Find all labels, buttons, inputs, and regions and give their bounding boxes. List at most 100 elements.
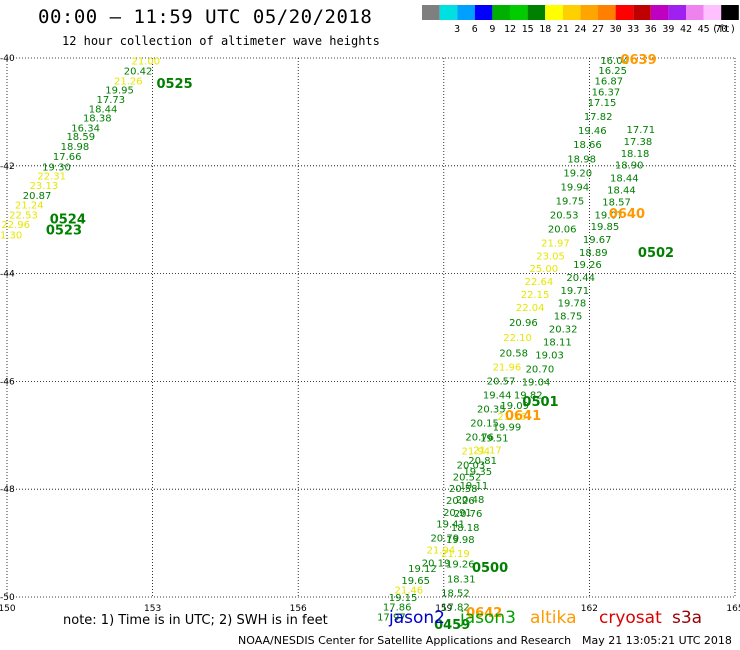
pass-time-label: 0523 xyxy=(46,223,82,238)
legend-swatch xyxy=(492,5,510,20)
legend-label: 39 xyxy=(662,24,674,35)
wave-height-value: 18.31 xyxy=(447,575,476,586)
wave-height-value: 19.30 xyxy=(42,162,71,173)
wave-height-value: 20.76 xyxy=(465,432,494,443)
wave-height-value: 21.30 xyxy=(0,230,22,241)
wave-height-value: 23.05 xyxy=(536,251,565,262)
y-tick-label: -50 xyxy=(0,593,15,603)
wave-height-value: 20.35 xyxy=(477,404,506,415)
wave-height-value: 16.04 xyxy=(600,56,629,67)
legend-label: 12 xyxy=(504,24,516,35)
pass-time-label: 0525 xyxy=(156,77,192,92)
wave-height-value: 22.10 xyxy=(503,333,532,344)
pass-time-label: 0502 xyxy=(638,246,674,261)
wave-height-value: 18.59 xyxy=(66,132,95,143)
legend-label: 70 xyxy=(715,24,727,35)
satellite-name-s3a: s3a xyxy=(672,608,703,628)
wave-height-value: 20.91 xyxy=(443,508,472,519)
wave-height-value: 20.15 xyxy=(470,418,499,429)
chart-title: 00:00 – 11:59 UTC 05/20/2018 xyxy=(38,6,373,28)
wave-height-value: 19.20 xyxy=(563,168,592,179)
x-tick-label: 162 xyxy=(581,604,598,614)
wave-height-value: 19.82 xyxy=(514,390,543,401)
wave-height-value: 17.71 xyxy=(627,125,656,136)
wave-height-value: 18.18 xyxy=(451,523,480,534)
pass-time-label: 0639 xyxy=(620,53,656,68)
legend-label: 9 xyxy=(489,24,495,35)
credit-line: NOAA/NESDIS Center for Satellite Applica… xyxy=(238,634,572,647)
wave-height-value: 20.70 xyxy=(526,364,555,375)
pass-time-label: 0524 xyxy=(50,213,86,228)
wave-height-value: 23.13 xyxy=(30,181,59,192)
wave-height-value: 19.07 xyxy=(594,210,623,221)
wave-height-value: 19.26 xyxy=(446,560,475,571)
wave-height-value: 20.03 xyxy=(457,460,486,471)
wave-height-value: 19.26 xyxy=(573,260,602,271)
x-tick-label: 159 xyxy=(435,604,452,614)
y-tick-label: -46 xyxy=(0,377,15,387)
legend-swatch xyxy=(527,5,546,20)
wave-height-value: 20.44 xyxy=(566,273,595,284)
wave-height-value: 22.04 xyxy=(516,303,545,314)
pass-time-label: 0641 xyxy=(505,409,541,424)
wave-height-value: 22.53 xyxy=(9,210,38,221)
legend-swatch xyxy=(686,5,704,20)
grid-lines xyxy=(6,57,736,598)
legend-swatch xyxy=(510,5,528,20)
legend-label: 45 xyxy=(698,24,710,35)
legend-unit: (ft) xyxy=(712,24,736,35)
wave-height-value: 20.58 xyxy=(499,348,528,359)
wave-height-value: 16.87 xyxy=(594,77,623,88)
legend-swatch xyxy=(668,5,686,20)
legend-label: 6 xyxy=(472,24,478,35)
wave-height-value: 20.19 xyxy=(422,559,451,570)
wave-height-value: 22.64 xyxy=(525,277,554,288)
wave-height-value: 18.57 xyxy=(602,197,631,208)
wave-height-value: 19.98 xyxy=(446,535,475,546)
wave-height-value: 19.12 xyxy=(408,564,437,575)
axis-tick-labels: 150 153 156 159 162 165 -40 -42 -44 -46 -48 -50 xyxy=(0,54,740,614)
wave-height-value: 18.75 xyxy=(554,312,583,323)
legend-swatch xyxy=(545,5,563,20)
pass-time-label: 0642 xyxy=(466,606,502,621)
legend-label: 30 xyxy=(610,24,622,35)
legend-swatch xyxy=(721,5,739,20)
wave-height-value: 20.42 xyxy=(124,66,153,77)
wave-height-value: 18.18 xyxy=(621,149,650,160)
wave-height-value: 21.17 xyxy=(473,445,502,456)
wave-height-value: 18.11 xyxy=(543,338,572,349)
wave-height-value: 18.38 xyxy=(83,113,112,124)
y-tick-label: -40 xyxy=(0,54,15,64)
wave-height-value: 19.75 xyxy=(556,196,585,207)
wave-height-value: 20.58 xyxy=(449,484,478,495)
wave-height-value: 17.97 xyxy=(377,612,406,623)
pass-time-label: 0501 xyxy=(522,395,558,410)
legend-swatch xyxy=(474,5,493,20)
x-tick-label: 156 xyxy=(290,604,307,614)
legend-swatch xyxy=(439,5,458,20)
wave-height-value: 19.03 xyxy=(535,350,564,361)
wave-height-value: 21.24 xyxy=(15,201,44,212)
x-tick-label: 150 xyxy=(0,604,16,614)
wave-height-value: 20.76 xyxy=(454,509,483,520)
satellite-name-altika: altika xyxy=(530,608,577,628)
legend-swatch xyxy=(633,5,651,20)
wave-height-value: 19.51 xyxy=(480,433,509,444)
wave-height-value: 18.44 xyxy=(89,105,118,116)
wave-height-value: 18.44 xyxy=(607,186,636,197)
wave-height-value: 17.82 xyxy=(584,112,613,123)
wave-height-labels: 21.0020.4221.2619.9517.7318.4418.3816.34… xyxy=(0,53,674,633)
wave-height-value: 19.85 xyxy=(591,222,620,233)
wave-height-value: 19.15 xyxy=(389,593,418,604)
legend-swatch xyxy=(598,5,616,20)
wave-height-value: 21.46 xyxy=(395,585,424,596)
wave-height-value: 20.79 xyxy=(430,534,459,545)
wave-height-value: 21.96 xyxy=(493,362,522,373)
wave-height-value: 19.09 xyxy=(500,401,529,412)
footnote: note: 1) Time is in UTC; 2) SWH is in fe… xyxy=(63,613,328,628)
wave-height-value: 21.94 xyxy=(427,546,456,557)
wave-height-value: 19.67 xyxy=(583,235,612,246)
wave-height-value: 20.32 xyxy=(549,325,578,336)
y-tick-label: -48 xyxy=(0,485,15,495)
wave-height-value: 21.94 xyxy=(462,446,491,457)
